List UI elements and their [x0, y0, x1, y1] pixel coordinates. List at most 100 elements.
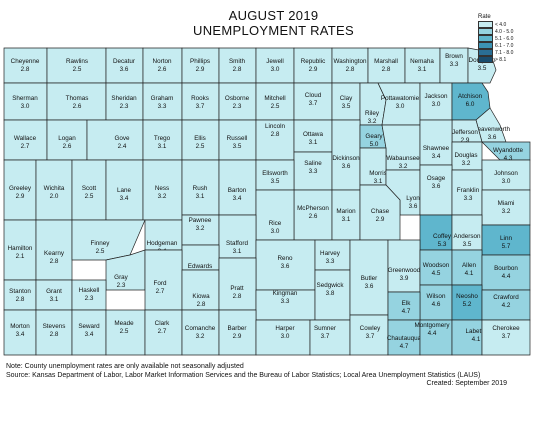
- county-name: Jackson: [424, 93, 448, 100]
- legend-swatch: [478, 21, 493, 28]
- county-rate: 3.7: [309, 100, 318, 107]
- county-name: Thomas: [66, 95, 89, 102]
- county-rate: 2.8: [233, 293, 242, 300]
- county-rate: 3.4: [233, 195, 242, 202]
- county-rate: 3.0: [271, 66, 280, 73]
- county-rate: 2.9: [16, 193, 25, 200]
- county-name: Kearny: [44, 250, 65, 257]
- legend-item: 7.1 - 8.0: [478, 49, 538, 56]
- county-name: Morton: [10, 323, 30, 330]
- county-name: Cloud: [305, 92, 322, 99]
- county-shape: [481, 319, 531, 356]
- county-rate: 3.6: [342, 163, 351, 170]
- county-rate: 2.0: [50, 193, 59, 200]
- county-name: Clay: [340, 95, 353, 102]
- county-rate: 3.1: [196, 193, 205, 200]
- legend-swatch: [478, 28, 493, 35]
- county-name: Elk: [402, 300, 412, 307]
- legend-label: 5.1 - 6.0: [495, 35, 514, 42]
- county-name: Sheridan: [111, 95, 137, 102]
- county-name: Sumner: [314, 325, 336, 332]
- county-name: Grant: [46, 288, 62, 295]
- county-name: Trego: [154, 135, 171, 142]
- county-name: Norton: [153, 58, 172, 65]
- county-name: Montgomery: [415, 322, 451, 329]
- county-rate: 2.5: [271, 103, 280, 110]
- county-shape: [419, 164, 453, 216]
- footnote-source: Source: Kansas Department of Labor, Labo…: [6, 372, 481, 379]
- county-name: Pottawatomie: [381, 95, 420, 102]
- county-rate: 3.3: [464, 195, 473, 202]
- footnote-created: Created: September 2019: [426, 380, 507, 387]
- county-name: Russell: [227, 135, 248, 142]
- county-name: Wichita: [44, 185, 65, 192]
- county-name: Atchison: [458, 93, 483, 100]
- county-name: Rice: [269, 220, 282, 227]
- county-name: Hamilton: [8, 245, 33, 252]
- legend-item: < 4.0: [478, 21, 538, 28]
- county-rate: 3.6: [365, 283, 374, 290]
- county-rate: 2.4: [118, 143, 127, 150]
- county-name: Harper: [275, 325, 294, 332]
- county-rate: 2.1: [16, 253, 25, 260]
- county-name: Douglas: [454, 152, 477, 159]
- county-rate: 3.2: [399, 163, 408, 170]
- county-name: Riley: [365, 110, 380, 117]
- county-name: Stanton: [9, 288, 31, 295]
- county-name: Linn: [500, 235, 512, 242]
- county-name: Rooks: [191, 95, 209, 102]
- county-name: Comanche: [185, 325, 216, 332]
- county-name: Marshall: [374, 58, 398, 65]
- county-name: Allen: [462, 262, 476, 269]
- legend-title: Rate: [478, 14, 491, 20]
- map-subtitle: UNEMPLOYMENT RATES: [193, 23, 354, 38]
- county-rate: 2.3: [120, 103, 129, 110]
- legend-swatch: [478, 56, 493, 63]
- county-rate: 3.5: [463, 241, 472, 248]
- county-rate: 4.3: [504, 155, 513, 162]
- county-rate: 3.6: [120, 66, 129, 73]
- county-rate: 4.4: [428, 330, 437, 337]
- county-rate: 3.7: [502, 333, 511, 340]
- county-rate: 4.5: [432, 270, 441, 277]
- county-name: Cheyenne: [11, 58, 40, 65]
- county-rate: 2.5: [85, 193, 94, 200]
- county-rate: 4.7: [400, 343, 409, 350]
- county-name: Bourbon: [494, 265, 518, 272]
- county-rate: 6.0: [466, 101, 475, 108]
- county-rate: 2.3: [85, 295, 94, 302]
- county-rate: 3.2: [462, 160, 471, 167]
- legend-label: 7.1 - 8.0: [495, 49, 514, 56]
- county-name: Coffey: [433, 233, 452, 240]
- county-rate: 3.1: [342, 216, 351, 223]
- county-name: Osage: [427, 175, 446, 182]
- county-name: Brown: [445, 53, 463, 60]
- county-name: Smith: [229, 58, 246, 65]
- county-name: Johnson: [494, 170, 518, 177]
- county-name: Scott: [82, 185, 97, 192]
- county-rate: 2.8: [197, 301, 206, 308]
